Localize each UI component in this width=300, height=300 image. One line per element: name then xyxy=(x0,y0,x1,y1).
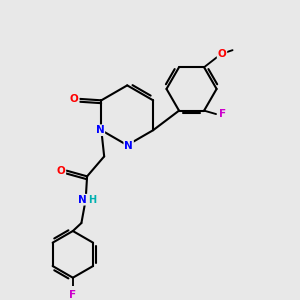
Text: F: F xyxy=(219,109,226,119)
Text: H: H xyxy=(88,195,96,205)
Text: O: O xyxy=(56,166,65,176)
Text: O: O xyxy=(70,94,79,104)
Text: F: F xyxy=(69,290,76,300)
Text: N: N xyxy=(124,141,133,151)
Text: O: O xyxy=(218,49,226,59)
Text: N: N xyxy=(78,195,87,205)
Text: N: N xyxy=(95,125,104,135)
